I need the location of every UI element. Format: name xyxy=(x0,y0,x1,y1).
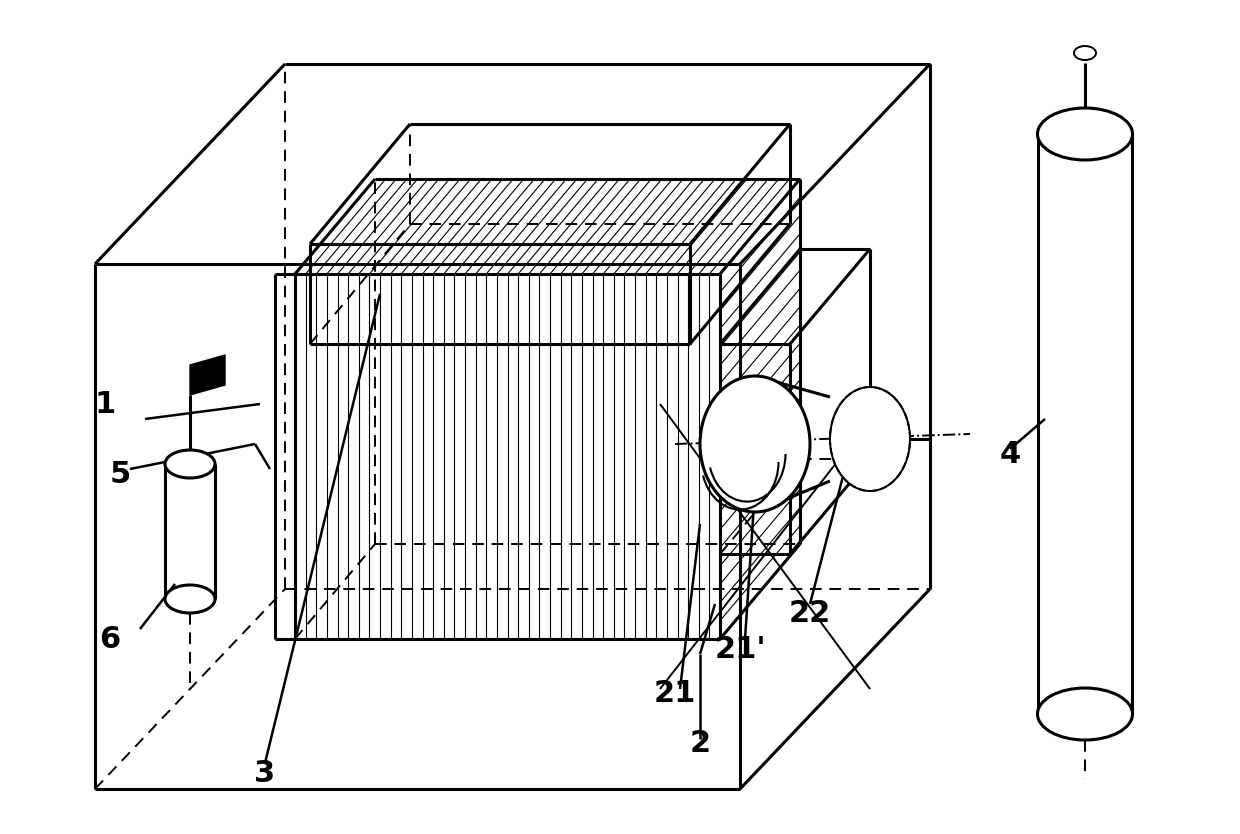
Text: 5: 5 xyxy=(109,460,130,489)
Polygon shape xyxy=(190,355,224,395)
Text: 21': 21' xyxy=(714,635,766,664)
Ellipse shape xyxy=(165,585,215,613)
Text: 2: 2 xyxy=(689,730,711,758)
Ellipse shape xyxy=(165,450,215,478)
Ellipse shape xyxy=(701,376,810,512)
Text: 6: 6 xyxy=(99,625,120,654)
Ellipse shape xyxy=(830,387,910,491)
Text: 3: 3 xyxy=(254,760,275,788)
Ellipse shape xyxy=(1074,46,1096,60)
Ellipse shape xyxy=(1038,688,1132,740)
Text: 21: 21 xyxy=(653,680,696,709)
Ellipse shape xyxy=(1038,108,1132,160)
Text: 22: 22 xyxy=(789,600,831,629)
Text: 4: 4 xyxy=(999,440,1021,469)
Text: 1: 1 xyxy=(94,389,115,419)
